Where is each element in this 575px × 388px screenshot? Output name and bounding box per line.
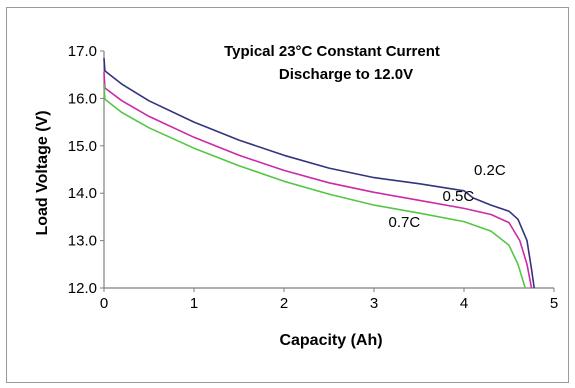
- series-label-0.7C: 0.7C: [389, 214, 421, 231]
- axes: 0 1 2 3 4 5 12.0 13.0 14.0 15.0 16.0 17.0: [68, 43, 558, 312]
- y-tick-label: 15.0: [68, 138, 97, 155]
- y-tick-label: 17.0: [68, 43, 97, 60]
- labels-layer: 0.2C 0.5C 0.7C: [389, 162, 506, 231]
- series-line-0.5C: [103, 72, 533, 289]
- x-tick-label: 4: [460, 295, 468, 312]
- y-tick-label: 16.0: [68, 90, 97, 107]
- x-tick-label: 2: [280, 295, 288, 312]
- y-tick-label: 14.0: [68, 185, 97, 202]
- series-label-0.2C: 0.2C: [474, 162, 506, 179]
- y-tick-label: 13.0: [68, 233, 97, 250]
- x-tick-label: 1: [190, 295, 198, 312]
- y-axis-title: Load Voltage (V): [34, 110, 51, 235]
- x-tick-label: 5: [550, 295, 558, 312]
- series-label-0.5C: 0.5C: [443, 188, 475, 205]
- series-line-0.7C: [103, 84, 526, 289]
- chart-title-line-2: Discharge to 12.0V: [279, 66, 413, 83]
- y-tick-label: 12.0: [68, 280, 97, 297]
- series-layer: [103, 58, 535, 289]
- x-tick-label: 3: [370, 295, 378, 312]
- x-axis-title: Capacity (Ah): [279, 332, 382, 349]
- series-line-0.2C: [103, 58, 535, 289]
- x-tick-label: 0: [100, 295, 108, 312]
- chart-frame: [6, 7, 569, 383]
- chart-title-line-1: Typical 23°C Constant Current: [224, 43, 440, 60]
